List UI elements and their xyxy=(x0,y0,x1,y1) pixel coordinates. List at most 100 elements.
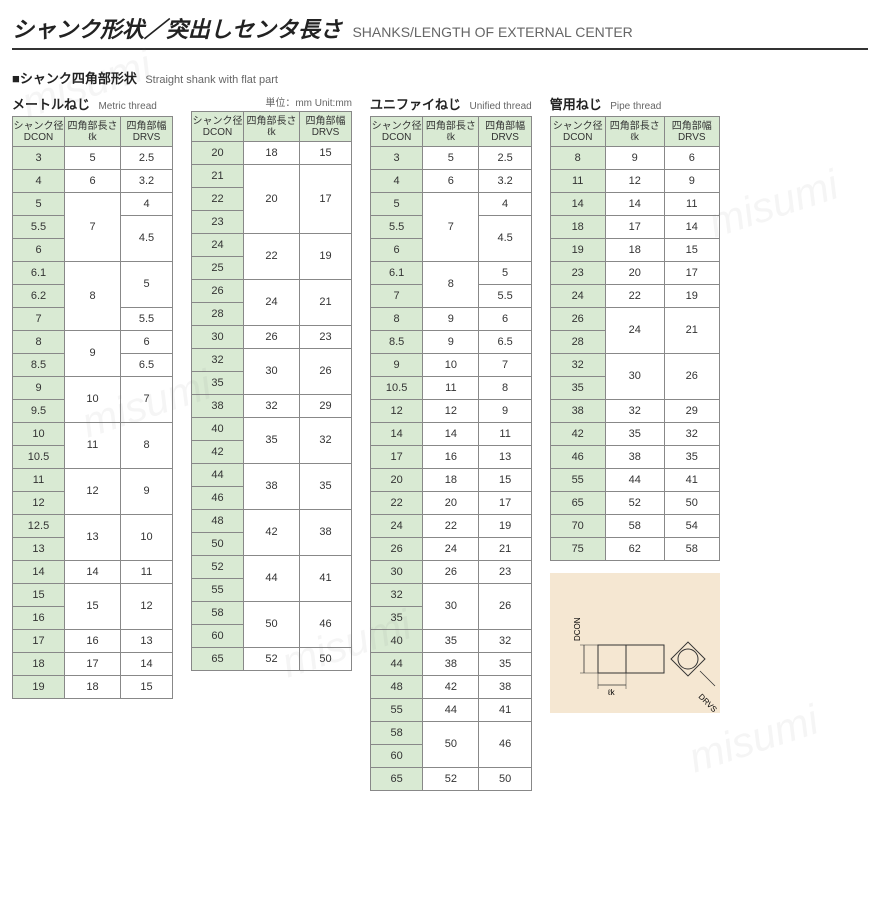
cell-lk: 38 xyxy=(605,446,664,469)
cell-dcon: 17 xyxy=(13,630,65,653)
cell-lk: 11 xyxy=(423,377,479,400)
cell-dcon: 28 xyxy=(550,331,605,354)
cell-dcon: 52 xyxy=(192,556,244,579)
cell-lk: 12 xyxy=(65,469,121,515)
cell-drvs: 23 xyxy=(479,561,531,584)
cell-lk: 14 xyxy=(423,423,479,446)
cell-drvs: 29 xyxy=(664,400,719,423)
cell-drvs: 15 xyxy=(664,239,719,262)
cell-dcon: 38 xyxy=(550,400,605,423)
page-title-en: SHANKS/LENGTH OF EXTERNAL CENTER xyxy=(352,24,632,40)
cell-dcon: 15 xyxy=(13,584,65,607)
cell-dcon: 65 xyxy=(371,768,423,791)
cell-dcon: 21 xyxy=(192,165,244,188)
cell-lk: 32 xyxy=(244,395,300,418)
table-row: 585046 xyxy=(192,602,352,625)
cell-drvs: 46 xyxy=(300,602,352,648)
cell-drvs: 19 xyxy=(479,515,531,538)
cell-lk: 20 xyxy=(423,492,479,515)
cell-drvs: 17 xyxy=(479,492,531,515)
cell-lk: 38 xyxy=(244,464,300,510)
cell-dcon: 5.5 xyxy=(13,216,65,239)
subtitle-row: ■シャンク四角部形状 Straight shank with flat part xyxy=(12,68,868,88)
cell-dcon: 55 xyxy=(192,579,244,602)
unit-note: 単位：mm Unit:mm xyxy=(191,94,352,109)
cell-dcon: 35 xyxy=(550,377,605,400)
cell-drvs: 41 xyxy=(479,699,531,722)
cell-drvs: 26 xyxy=(300,349,352,395)
cell-dcon: 20 xyxy=(192,142,244,165)
cell-drvs: 3.2 xyxy=(479,170,531,193)
cell-dcon: 8.5 xyxy=(371,331,423,354)
cell-dcon: 38 xyxy=(192,395,244,418)
page-title-jp: シャンク形状／突出しセンタ長さ xyxy=(12,17,342,42)
cell-dcon: 14 xyxy=(13,561,65,584)
cell-dcon: 58 xyxy=(371,722,423,745)
cell-drvs: 35 xyxy=(664,446,719,469)
cell-drvs: 10 xyxy=(121,515,173,561)
table-row: 8.596.5 xyxy=(371,331,532,354)
cell-drvs: 4 xyxy=(121,193,173,216)
cell-lk: 35 xyxy=(423,630,479,653)
cell-dcon: 26 xyxy=(371,538,423,561)
table-metric-a: シャンク径DCON四角部長さℓk四角部幅DRVS352.5463.25745.5… xyxy=(12,116,173,699)
shank-diagram-svg: DCON ℓk DRVS xyxy=(550,573,720,713)
cell-lk: 16 xyxy=(65,630,121,653)
cell-drvs: 23 xyxy=(300,326,352,349)
table-row: 171613 xyxy=(371,446,532,469)
table-row: 151512 xyxy=(13,584,173,607)
cell-lk: 7 xyxy=(423,193,479,262)
subtitle-jp: ■シャンク四角部形状 xyxy=(12,71,137,86)
cell-dcon: 28 xyxy=(192,303,244,326)
cell-lk: 30 xyxy=(605,354,664,400)
cell-drvs: 14 xyxy=(121,653,173,676)
cell-lk: 14 xyxy=(65,561,121,584)
table-row: 9107 xyxy=(371,354,532,377)
cell-drvs: 32 xyxy=(479,630,531,653)
cell-dcon: 48 xyxy=(371,676,423,699)
cell-lk: 44 xyxy=(244,556,300,602)
cell-dcon: 9.5 xyxy=(13,400,65,423)
table-row: 484238 xyxy=(192,510,352,533)
page-title-row: シャンク形状／突出しセンタ長さ SHANKS/LENGTH OF EXTERNA… xyxy=(12,12,868,50)
section-head-unified: ユニファイねじ Unified thread xyxy=(370,94,532,114)
cell-lk: 10 xyxy=(65,377,121,423)
table-metric-b: シャンク径DCON四角部長さℓk四角部幅DRVS2018152120172223… xyxy=(191,111,352,671)
cell-lk: 12 xyxy=(605,170,664,193)
cell-drvs: 58 xyxy=(664,538,719,561)
section-unified-en: Unified thread xyxy=(469,101,531,112)
table-row: 242219 xyxy=(371,515,532,538)
section-head-metric: メートルねじ Metric thread xyxy=(12,94,173,114)
cell-lk: 9 xyxy=(605,147,664,170)
cell-drvs: 50 xyxy=(479,768,531,791)
table-row: 181714 xyxy=(550,216,719,239)
table-row: 443835 xyxy=(371,653,532,676)
cell-lk: 22 xyxy=(244,234,300,280)
cell-dcon: 22 xyxy=(371,492,423,515)
cell-lk: 30 xyxy=(244,349,300,395)
cell-lk: 44 xyxy=(605,469,664,492)
cell-drvs: 32 xyxy=(664,423,719,446)
cell-drvs: 14 xyxy=(664,216,719,239)
table-row: 463835 xyxy=(550,446,719,469)
cell-dcon: 6.1 xyxy=(371,262,423,285)
cell-dcon: 14 xyxy=(371,423,423,446)
cell-lk: 24 xyxy=(605,308,664,354)
cell-lk: 58 xyxy=(605,515,664,538)
cell-dcon: 5 xyxy=(371,193,423,216)
cell-lk: 9 xyxy=(423,331,479,354)
cell-dcon: 46 xyxy=(550,446,605,469)
cell-dcon: 65 xyxy=(192,648,244,671)
table-row: 262421 xyxy=(550,308,719,331)
cell-lk: 24 xyxy=(423,538,479,561)
cell-dcon: 50 xyxy=(192,533,244,556)
cell-drvs: 15 xyxy=(300,142,352,165)
cell-dcon: 30 xyxy=(192,326,244,349)
cell-dcon: 60 xyxy=(192,625,244,648)
table-row: 10118 xyxy=(13,423,173,446)
cell-drvs: 5 xyxy=(479,262,531,285)
cell-dcon: 4 xyxy=(13,170,65,193)
cell-dcon: 11 xyxy=(550,170,605,193)
cell-drvs: 21 xyxy=(300,280,352,326)
table-row: 6.185 xyxy=(13,262,173,285)
